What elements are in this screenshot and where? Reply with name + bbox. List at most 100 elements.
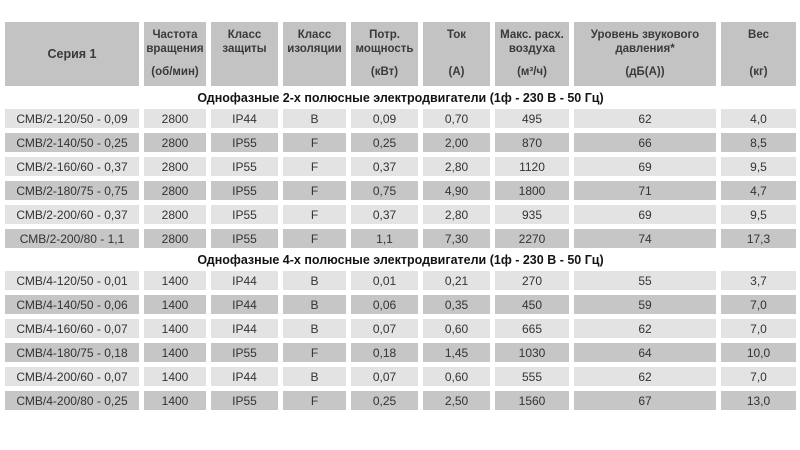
data-cell: 2800 [144,157,206,176]
data-cell: 8,5 [721,133,796,152]
data-cell: 9,5 [721,205,796,224]
data-cell: 1400 [144,319,206,338]
data-cell: 0,60 [423,319,490,338]
data-cell: 4,7 [721,181,796,200]
column-header-unit: (кг) [749,66,768,79]
column-header: Вес (кг) [721,22,796,86]
data-cell: 4,0 [721,109,796,128]
data-cell: 935 [495,205,569,224]
section-title: Однофазные 4-х полюсные электродвигатели… [5,253,796,267]
data-cell: 0,18 [351,343,418,362]
data-cell: 66 [574,133,716,152]
data-cell: 665 [495,319,569,338]
data-cell: 0,07 [351,367,418,386]
column-header-label: Уровень звукового давления* [590,29,700,55]
data-cell: 55 [574,271,716,290]
model-cell: СМВ/2-200/80 - 1,1 [5,229,139,248]
data-cell: F [283,391,346,410]
data-cell: 2,50 [423,391,490,410]
data-cell: В [283,367,346,386]
column-header-label: Потр. мощность [355,29,414,55]
data-cell: 1120 [495,157,569,176]
column-header: Частота вращения (об/мин) [144,22,206,86]
model-cell: СМВ/2-140/50 - 0,25 [5,133,139,152]
data-cell: 1560 [495,391,569,410]
data-cell: F [283,157,346,176]
data-cell: F [283,133,346,152]
data-cell: 0,07 [351,319,418,338]
data-cell: IP55 [211,205,278,224]
column-header-unit: (об/мин) [151,66,199,79]
section-title: Однофазные 2-х полюсные электродвигатели… [5,91,796,105]
data-cell: 0,75 [351,181,418,200]
data-cell: 7,30 [423,229,490,248]
data-cell: В [283,319,346,338]
column-header: Класс изоляции [283,22,346,86]
data-cell: IP44 [211,271,278,290]
data-cell: 1,1 [351,229,418,248]
data-cell: 69 [574,205,716,224]
column-header-label: Макс. расх. воздуха [500,29,564,55]
data-cell: 7,0 [721,367,796,386]
data-cell: 0,25 [351,133,418,152]
data-cell: IP44 [211,367,278,386]
data-cell: В [283,271,346,290]
data-cell: 870 [495,133,569,152]
data-cell: 3,7 [721,271,796,290]
data-cell: 17,3 [721,229,796,248]
data-cell: 62 [574,319,716,338]
data-cell: В [283,109,346,128]
data-cell: 9,5 [721,157,796,176]
data-cell: IP55 [211,133,278,152]
data-cell: 450 [495,295,569,314]
data-cell: 0,37 [351,157,418,176]
data-cell: 10,0 [721,343,796,362]
data-cell: 2800 [144,181,206,200]
column-header-label: Вес [748,29,769,41]
data-cell: В [283,295,346,314]
column-header-label: Частота вращения [146,29,204,55]
data-cell: 2,00 [423,133,490,152]
data-cell: 1800 [495,181,569,200]
data-cell: 74 [574,229,716,248]
column-header: Потр. мощность (кВт) [351,22,418,86]
data-cell: 7,0 [721,295,796,314]
model-cell: СМВ/2-120/50 - 0,09 [5,109,139,128]
column-header-label: Класс защиты [222,29,267,55]
data-cell: 4,90 [423,181,490,200]
column-header-unit: (м³/ч) [517,66,547,79]
model-cell: СМВ/2-200/60 - 0,37 [5,205,139,224]
model-cell: СМВ/2-180/75 - 0,75 [5,181,139,200]
model-cell: СМВ/4-120/50 - 0,01 [5,271,139,290]
data-cell: 1400 [144,271,206,290]
model-cell: СМВ/2-160/60 - 0,37 [5,157,139,176]
column-header: Ток (А) [423,22,490,86]
data-cell: 1400 [144,367,206,386]
data-cell: 1400 [144,343,206,362]
data-cell: 62 [574,367,716,386]
data-cell: 2,80 [423,157,490,176]
data-cell: 59 [574,295,716,314]
data-cell: 64 [574,343,716,362]
data-cell: 0,01 [351,271,418,290]
data-cell: 555 [495,367,569,386]
data-cell: 495 [495,109,569,128]
data-cell: 71 [574,181,716,200]
data-cell: 67 [574,391,716,410]
column-header: Макс. расх. воздуха (м³/ч) [495,22,569,86]
data-cell: IP55 [211,229,278,248]
data-cell: 2800 [144,205,206,224]
column-header: Уровень звукового давления* (дБ(А)) [574,22,716,86]
data-cell: 270 [495,271,569,290]
data-cell: IP55 [211,157,278,176]
data-cell: 1400 [144,295,206,314]
data-cell: 0,25 [351,391,418,410]
data-cell: 69 [574,157,716,176]
column-header-series: Серия 1 [5,22,139,86]
data-cell: IP44 [211,295,278,314]
data-cell: 1,45 [423,343,490,362]
column-header-label: Класс изоляции [287,29,342,55]
data-cell: F [283,229,346,248]
data-cell: IP44 [211,319,278,338]
